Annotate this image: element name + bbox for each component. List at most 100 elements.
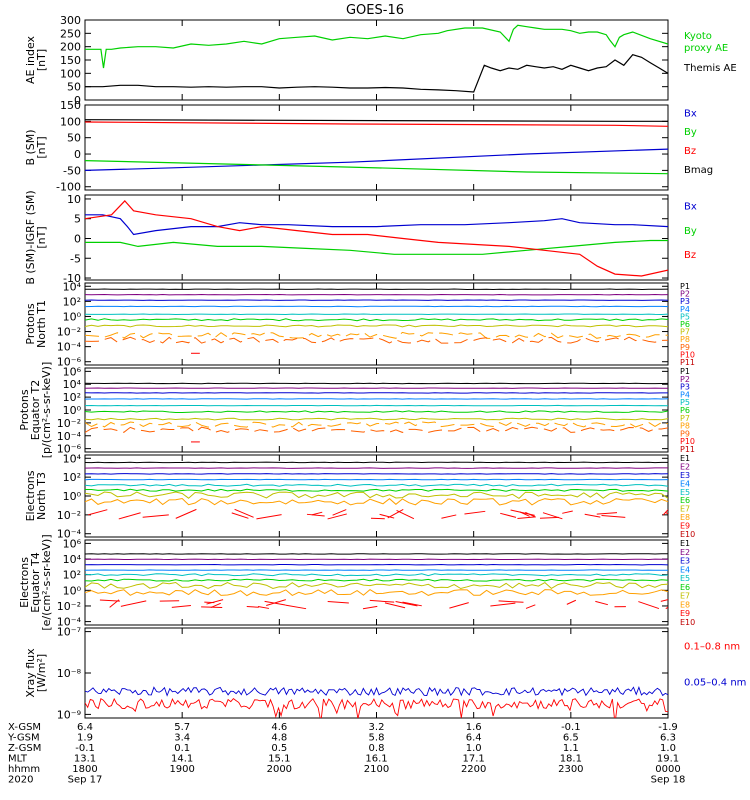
series-line xyxy=(85,336,668,344)
series-segment xyxy=(384,602,406,609)
ephemeris-value: 6.3 xyxy=(660,733,676,744)
ephemeris-value: -0.1 xyxy=(561,722,581,733)
series-line xyxy=(85,54,668,93)
y-tick-label: -50 xyxy=(63,164,81,177)
legend-label: 0.1–0.8 nm xyxy=(684,642,740,653)
panel-frame xyxy=(84,539,669,626)
legend-label: E2 xyxy=(680,548,690,557)
ephemeris-value: 19.1 xyxy=(657,754,679,765)
ephemeris-value: 1.1 xyxy=(563,743,579,754)
y-tick-label: 10⁻⁹ xyxy=(57,708,81,721)
series-segment xyxy=(464,510,486,515)
ephemeris-value: 5.7 xyxy=(174,722,190,733)
series-line xyxy=(85,421,668,428)
series-line xyxy=(85,24,668,69)
series-line xyxy=(85,200,668,277)
y-tick-label: 10⁴ xyxy=(63,378,82,391)
ephemeris-row-label: X-GSM xyxy=(8,722,41,733)
legend-label: Bx xyxy=(684,202,697,213)
legend-label: P2 xyxy=(680,290,690,299)
ephemeris-value: 1800 xyxy=(72,764,97,775)
ephemeris-value: 0000 xyxy=(655,764,680,775)
series-segment xyxy=(264,600,286,606)
ephemeris-value: 5.8 xyxy=(369,733,385,744)
series-line xyxy=(85,160,668,175)
series-line xyxy=(85,488,668,492)
y-tick-label: 10⁻⁶ xyxy=(57,443,82,456)
legend-label: E4 xyxy=(680,479,690,488)
y-axis-label: AE index[nT] xyxy=(24,35,48,84)
legend-label: P1 xyxy=(680,282,690,291)
y-tick-label: 10⁻² xyxy=(57,600,81,613)
y-tick-label: 10⁻⁴ xyxy=(57,528,82,541)
series-line xyxy=(85,697,668,718)
ephemeris-value: 1.9 xyxy=(77,733,93,744)
series-segment xyxy=(660,599,668,602)
legend-label: P3 xyxy=(680,297,690,306)
ephemeris-value: 2300 xyxy=(558,764,583,775)
ephemeris-value: 3.2 xyxy=(369,722,385,733)
series-segment xyxy=(566,599,577,605)
y-tick-label: -100 xyxy=(56,181,81,194)
y-tick-label: 10⁻⁴ xyxy=(57,341,82,354)
legend-label: P6 xyxy=(680,320,690,329)
series-segment xyxy=(498,600,524,603)
series-line xyxy=(85,305,668,308)
ephemeris-value: 1900 xyxy=(169,764,194,775)
ephemeris-row-label: hhmm xyxy=(8,764,40,775)
y-tick-label: -5 xyxy=(70,252,81,265)
legend-label: P8 xyxy=(680,422,690,431)
series-segment xyxy=(234,508,254,518)
series-line xyxy=(85,426,668,433)
legend-label: P10 xyxy=(680,350,695,359)
series-line xyxy=(85,563,668,566)
panel-2: 150 100 50 0 -50 -100 B (SM)[nT] Bx By Bz Bmag xyxy=(24,99,713,194)
legend-label: E1 xyxy=(680,454,690,463)
ephemeris-value: 16.1 xyxy=(365,754,387,765)
legend-label: E4 xyxy=(680,565,690,574)
panel-3: 10 5 0 -5 -10 B (SM)-IGRF (SM)[nT] Bx By Bz xyxy=(24,190,697,285)
series-segment xyxy=(379,513,395,519)
series-line xyxy=(85,581,668,590)
y-tick-label: 10⁻⁷ xyxy=(57,626,81,639)
panel-4: 10⁴ 10² 10⁰ 10⁻² 10⁻⁴ 10⁻⁶ ProtonsNorth T1 P1P2… xyxy=(24,280,695,368)
y-tick-label: 10⁻⁴ xyxy=(57,616,82,629)
ephemeris-value: 0.1 xyxy=(174,743,190,754)
series-line xyxy=(85,288,668,291)
legend-label: E9 xyxy=(680,522,690,531)
series-group xyxy=(85,24,668,93)
legend-label: P1 xyxy=(680,367,690,376)
series-segment xyxy=(387,508,404,519)
ephemeris-value: 0.5 xyxy=(271,743,287,754)
ephemeris-value: -1.9 xyxy=(658,722,678,733)
series-line xyxy=(85,318,668,322)
legend-label: P7 xyxy=(680,414,690,423)
ephemeris-value: 4.8 xyxy=(271,733,287,744)
legend-label: Themis AE xyxy=(683,63,737,74)
y-tick-label: 10⁰ xyxy=(63,584,82,597)
y-tick-label: 50 xyxy=(67,81,81,94)
series-segment xyxy=(231,512,249,519)
legend-label: E5 xyxy=(680,574,690,583)
series-segment xyxy=(402,601,422,607)
series-segment xyxy=(109,599,120,608)
panel-frame xyxy=(84,454,669,538)
series-segment xyxy=(311,511,323,516)
ephemeris-value: 2100 xyxy=(364,764,389,775)
ephemeris-date-end: Sep 18 xyxy=(651,775,686,786)
y-tick-label: 10⁴ xyxy=(63,280,82,293)
series-segment xyxy=(595,600,608,606)
panel-6: 10⁴ 10² 10⁰ 10⁻² 10⁻⁴ ElectronsNorth T3 E1E2E3… xyxy=(24,452,695,540)
y-tick-label: 10⁻⁸ xyxy=(57,667,82,680)
series-line xyxy=(85,121,668,127)
series-segment xyxy=(256,514,282,520)
plot-title: GOES-16 xyxy=(346,3,404,18)
ephemeris-value: 4.6 xyxy=(271,722,287,733)
legend-label: E3 xyxy=(680,557,690,566)
legend-label: E10 xyxy=(680,618,695,627)
legend-label: Bx xyxy=(684,108,697,119)
legend-label: E7 xyxy=(680,505,690,514)
legend-label: E9 xyxy=(680,609,690,618)
